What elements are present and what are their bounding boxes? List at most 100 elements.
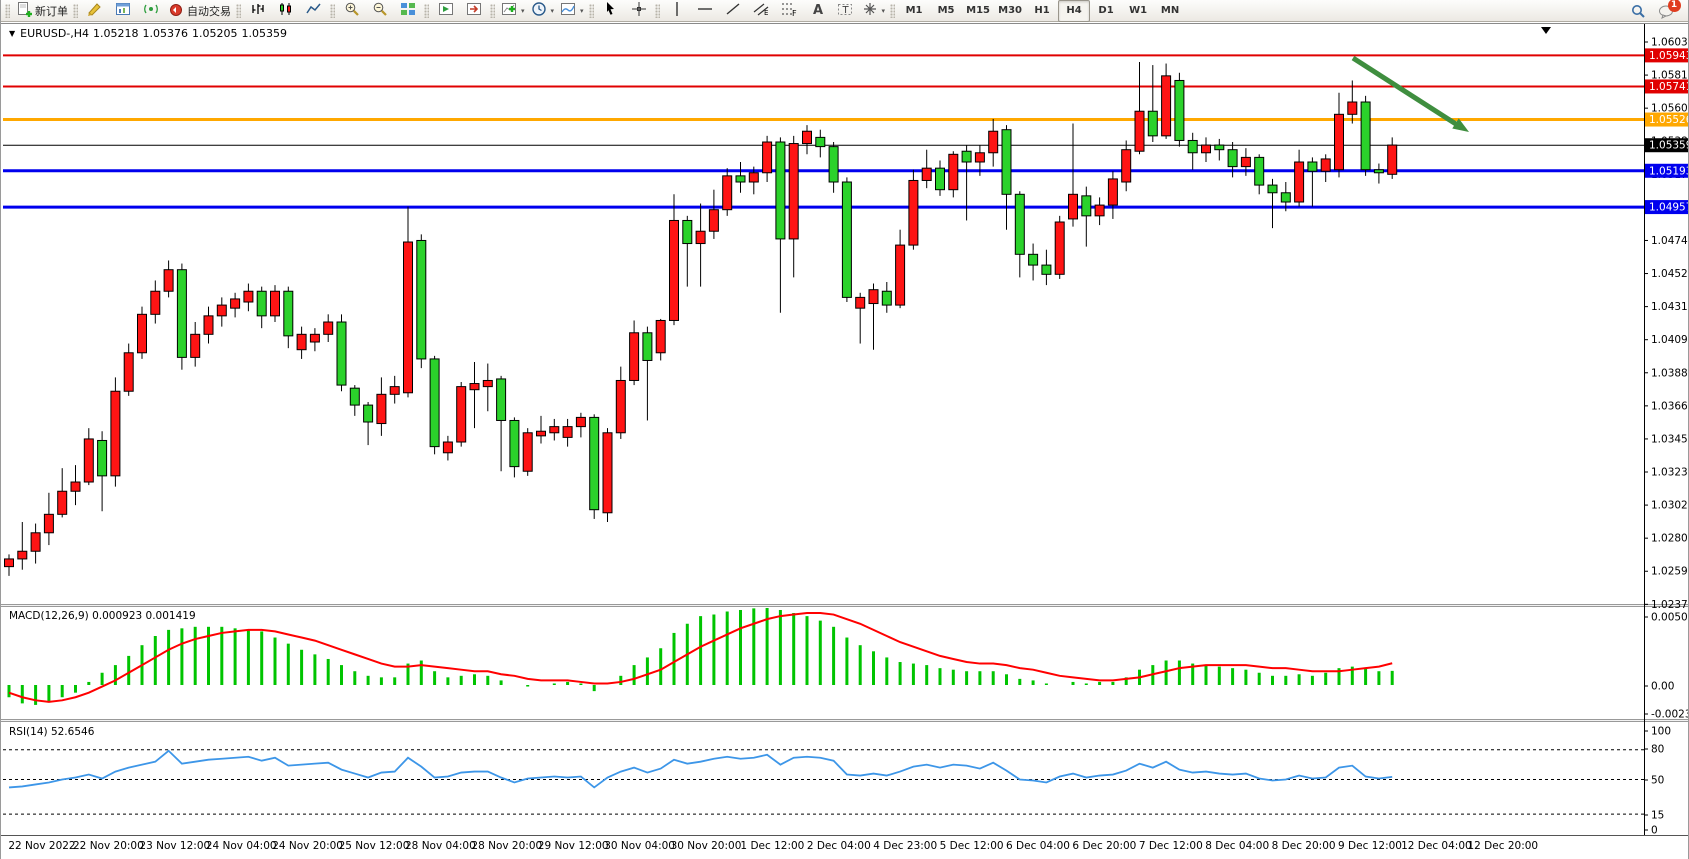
timeframe-h4-button[interactable]: H4 <box>1058 0 1091 22</box>
candle-down <box>1147 110 1158 137</box>
candle-up <box>655 319 666 354</box>
time-scale[interactable] <box>1 836 1643 859</box>
candle-down <box>775 141 786 240</box>
time-axis-label: 30 Nov 20:00 <box>671 840 742 852</box>
high-value: 1.05376 <box>142 27 189 40</box>
timeframe-m15-button[interactable]: M15 <box>966 5 990 16</box>
toolbar-drag-handle <box>890 3 896 18</box>
candle-down <box>642 332 653 361</box>
time-axis-label: 5 Dec 12:00 <box>940 840 1004 852</box>
ind-plus-icon <box>501 1 517 20</box>
price-tick-label: 1.03020 <box>1651 500 1689 512</box>
time-axis-label: 6 Dec 20:00 <box>1072 840 1136 852</box>
text-button[interactable]: A <box>803 0 831 22</box>
candle-down <box>589 416 600 511</box>
time-axis-label: 30 Nov 04:00 <box>604 840 675 852</box>
candle-up <box>788 143 799 240</box>
timeframe-mn-button[interactable]: MN <box>1160 5 1180 16</box>
trendline-button[interactable] <box>719 0 747 22</box>
price-line-badge <box>1645 138 1688 153</box>
candle-down <box>1280 192 1291 203</box>
notifications-button[interactable]: 1 <box>1652 0 1681 22</box>
time-axis-label: 9 Dec 12:00 <box>1338 840 1402 852</box>
macd-pane[interactable] <box>3 607 1643 720</box>
shapes-button[interactable]: ▾ <box>859 0 889 22</box>
tile-windows-button[interactable] <box>394 0 422 22</box>
svg-text:F: F <box>792 9 797 17</box>
time-axis-label: 12 Dec 04:00 <box>1401 840 1472 852</box>
templates-button[interactable]: ▾ <box>557 0 587 22</box>
chat-balloon-icon: 1 <box>1658 0 1681 19</box>
fibo-icon: F <box>781 1 797 20</box>
time-axis-label: 24 Nov 20:00 <box>272 840 343 852</box>
crosshair-button[interactable] <box>625 0 653 22</box>
styler-button[interactable] <box>81 0 109 22</box>
timeframe-m30-button[interactable]: M30 <box>998 5 1022 16</box>
new-order-label: 新订单 <box>35 4 68 18</box>
chart-shift-button[interactable] <box>460 0 488 22</box>
candle-up <box>1294 161 1305 203</box>
new-order-button[interactable]: 新订单 <box>13 0 71 22</box>
zoom-out-button[interactable] <box>366 0 394 22</box>
main-chart-plot-area[interactable] <box>3 24 1643 604</box>
shift-marker-icon <box>1541 27 1551 34</box>
candle-up <box>1347 101 1358 115</box>
horizontal-line-button[interactable] <box>691 0 719 22</box>
candle-down <box>881 290 892 306</box>
rsi-pane[interactable] <box>3 723 1643 834</box>
candle-chart-button[interactable] <box>272 0 300 22</box>
toolbar-drag-handle <box>236 3 241 18</box>
new-chart-button[interactable] <box>109 0 137 22</box>
zoom-in-button[interactable] <box>338 0 366 22</box>
timeframe-m5-button[interactable]: M5 <box>937 5 955 16</box>
autotrade-button[interactable]: 自动交易 <box>165 0 234 22</box>
candle-up <box>323 321 334 335</box>
timeframe-w1-button[interactable]: W1 <box>1129 5 1148 16</box>
candle-up <box>895 244 906 306</box>
candle-up <box>403 241 413 394</box>
vline-icon <box>669 1 685 20</box>
candle-up <box>83 438 94 483</box>
signals-button[interactable] <box>137 0 165 22</box>
timeframe-m1-button[interactable]: M1 <box>905 5 923 16</box>
timeframe-d1-button[interactable]: D1 <box>1098 5 1114 16</box>
candle-up <box>695 230 706 245</box>
price-line-badge <box>1645 200 1688 215</box>
price-scale[interactable] <box>1644 24 1688 834</box>
time-axis-label: 28 Nov 20:00 <box>471 840 542 852</box>
candle-down <box>961 150 972 163</box>
candle-down <box>1081 195 1092 217</box>
shift-icon <box>466 1 482 20</box>
text-label-button[interactable]: T <box>831 0 859 22</box>
candle-up <box>203 315 214 335</box>
candle-down <box>682 219 693 245</box>
candle-down <box>1028 253 1039 266</box>
bar-chart-button[interactable] <box>244 0 272 22</box>
fibonacci-button[interactable]: F <box>775 0 803 22</box>
candle-up <box>17 550 28 560</box>
indicators-button[interactable]: ▾ <box>498 0 528 22</box>
candle-up <box>748 172 759 183</box>
rsi-axis-label: 80 <box>1651 744 1664 756</box>
candle-up <box>1054 221 1065 275</box>
candle-down <box>1014 193 1025 255</box>
macd-axis-label: 0.005028 <box>1651 612 1689 624</box>
candle-up <box>562 426 573 438</box>
line-chart-button[interactable] <box>300 0 328 22</box>
candle-up <box>389 386 400 395</box>
vertical-line-button[interactable] <box>663 0 691 22</box>
candle-up <box>1134 110 1145 152</box>
auto-arrange-button[interactable] <box>432 0 460 22</box>
periods-button[interactable]: ▾ <box>528 0 558 22</box>
candle-up <box>669 219 679 321</box>
timeframe-h1-button[interactable]: H1 <box>1034 5 1050 16</box>
collapse-icon[interactable]: ▼ <box>9 29 16 38</box>
candle-up <box>802 130 812 145</box>
cursor-button[interactable] <box>597 0 625 22</box>
search-button[interactable] <box>1624 0 1652 22</box>
template-icon <box>560 1 576 20</box>
channel-button[interactable]: E <box>747 0 775 22</box>
macd-axis-label: -0.002353 <box>1651 709 1689 721</box>
macd-signal-line <box>8 612 1393 703</box>
time-axis-label: 28 Nov 04:00 <box>405 840 476 852</box>
